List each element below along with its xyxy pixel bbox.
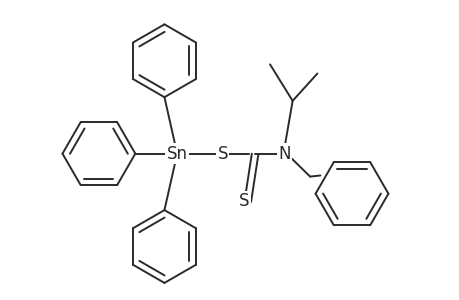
Text: S: S	[217, 145, 228, 163]
Text: S: S	[239, 192, 249, 210]
Text: Sn: Sn	[166, 145, 187, 163]
Text: N: N	[278, 145, 290, 163]
